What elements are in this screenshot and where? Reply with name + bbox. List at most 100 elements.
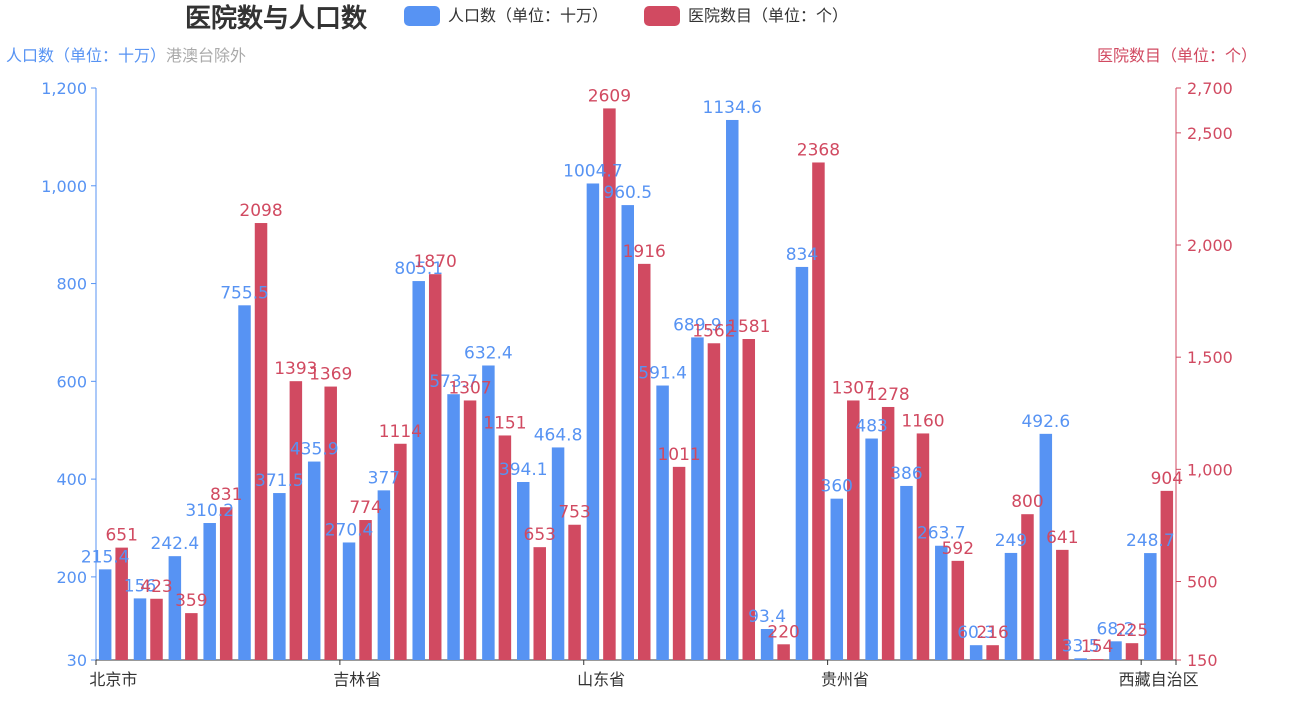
data-label-population: 33.5 [1062, 636, 1100, 656]
data-label-population: 435.9 [290, 440, 339, 460]
bar-hospitals[interactable] [568, 524, 581, 660]
y-right-tick-label: 2,000 [1187, 236, 1233, 255]
bar-population[interactable] [656, 385, 669, 660]
bar-population[interactable] [168, 556, 182, 660]
bar-population[interactable] [342, 542, 356, 660]
bar-population[interactable] [307, 461, 321, 660]
data-label-hospitals: 592 [942, 539, 974, 559]
bar-population[interactable] [238, 305, 251, 660]
bar-hospitals[interactable] [1090, 659, 1104, 660]
legend-label-population[interactable]: 人口数（单位：十万） [448, 6, 608, 25]
data-label-population: 310.2 [185, 501, 234, 521]
bar-hospitals[interactable] [603, 108, 616, 661]
data-label-hospitals: 653 [524, 525, 556, 545]
bar-population[interactable] [482, 365, 495, 660]
data-label-hospitals: 154 [1081, 637, 1113, 657]
bar-population[interactable] [760, 629, 774, 660]
data-label-population: 156 [124, 576, 156, 596]
data-label-population: 632.4 [464, 343, 513, 363]
bar-population[interactable] [412, 281, 425, 660]
data-label-hospitals: 1581 [727, 317, 770, 337]
bar-hospitals[interactable] [847, 400, 860, 660]
bar-hospitals[interactable] [742, 339, 756, 660]
bar-hospitals[interactable] [254, 223, 268, 660]
x-tick-label: 贵州省 [821, 670, 869, 689]
bar-population[interactable] [1144, 553, 1157, 660]
data-label-hospitals: 216 [976, 623, 1008, 643]
data-label-hospitals: 1278 [866, 385, 909, 405]
bar-hospitals[interactable] [1125, 643, 1139, 660]
bar-hospitals[interactable] [498, 435, 512, 660]
bar-hospitals[interactable] [394, 443, 407, 660]
x-tick-label: 吉林省 [333, 670, 381, 689]
data-label-population: 591.4 [638, 364, 687, 384]
bar-hospitals[interactable] [1056, 549, 1069, 660]
bar-population[interactable] [447, 394, 460, 660]
data-label-population: 492.6 [1021, 412, 1070, 432]
data-label-hospitals: 641 [1046, 528, 1078, 548]
bar-population[interactable] [900, 485, 913, 660]
bar-population[interactable] [726, 119, 739, 661]
bar-population[interactable] [621, 205, 635, 661]
bar-hospitals[interactable] [324, 386, 337, 660]
bar-hospitals[interactable] [219, 507, 233, 660]
bar-hospitals[interactable] [672, 466, 686, 660]
bar-population[interactable] [273, 493, 286, 660]
bar-population[interactable] [795, 266, 809, 660]
x-tick-label: 山东省 [577, 670, 625, 689]
bar-hospitals[interactable] [150, 598, 163, 660]
bar-population[interactable] [98, 569, 112, 660]
data-label-population: 215.4 [81, 547, 130, 567]
bar-population[interactable] [1074, 658, 1087, 660]
data-label-population: 805.1 [394, 259, 443, 279]
bar-hospitals[interactable] [951, 560, 965, 660]
bar-population[interactable] [865, 438, 878, 660]
bar-hospitals[interactable] [463, 400, 477, 660]
bar-hospitals[interactable] [1021, 514, 1034, 660]
bar-population[interactable] [1004, 552, 1018, 660]
bar-population[interactable] [516, 481, 530, 660]
legend-label-hospitals[interactable]: 医院数目（单位：个） [688, 6, 848, 25]
bar-hospitals[interactable] [115, 547, 128, 660]
bar-hospitals[interactable] [185, 613, 198, 660]
data-label-population: 93.4 [748, 607, 786, 627]
y-right-tick-label: 1,000 [1187, 460, 1233, 479]
bar-hospitals[interactable] [881, 406, 895, 660]
bar-hospitals[interactable] [533, 547, 546, 660]
chart-title: 医院数与人口数 [185, 3, 368, 34]
bar-population[interactable] [203, 523, 216, 660]
data-label-hospitals: 2368 [797, 140, 840, 160]
bar-hospitals[interactable] [916, 433, 930, 660]
data-label-population: 1134.6 [703, 98, 762, 118]
data-label-hospitals: 651 [105, 526, 137, 546]
bar-hospitals[interactable] [986, 645, 999, 660]
bar-population[interactable] [377, 490, 391, 660]
bar-hospitals[interactable] [1160, 490, 1174, 660]
bar-population[interactable] [935, 545, 948, 660]
bar-population[interactable] [830, 498, 844, 660]
bar-population[interactable] [1039, 433, 1053, 660]
bar-population[interactable] [969, 645, 983, 660]
bar-population[interactable] [691, 337, 704, 660]
bar-population[interactable] [1109, 641, 1122, 660]
bar-hospitals[interactable] [812, 162, 825, 660]
bar-hospitals[interactable] [428, 274, 442, 660]
y-left-axis-title-extra: 港澳台除外 [166, 46, 246, 65]
axes: 30 200 400 600 800 1,000 1,200 150 500 1,000 1,500… [41, 79, 1233, 689]
data-label-hospitals: 1011 [657, 445, 700, 465]
bar-population[interactable] [133, 598, 147, 660]
legend-swatch-hospitals[interactable] [644, 6, 680, 26]
bar-population[interactable] [586, 183, 600, 661]
bar-hospitals[interactable] [777, 644, 790, 660]
data-label-hospitals: 1307 [448, 378, 491, 398]
data-label-population: 60.3 [957, 623, 995, 643]
bar-hospitals[interactable] [707, 343, 721, 660]
bar-hospitals[interactable] [359, 520, 372, 660]
bar-population[interactable] [551, 447, 565, 660]
legend-swatch-population[interactable] [404, 6, 440, 26]
data-label-population: 249 [995, 531, 1027, 551]
data-label-population: 248.7 [1126, 531, 1175, 551]
bar-hospitals[interactable] [289, 381, 303, 660]
bar-hospitals[interactable] [638, 263, 651, 660]
